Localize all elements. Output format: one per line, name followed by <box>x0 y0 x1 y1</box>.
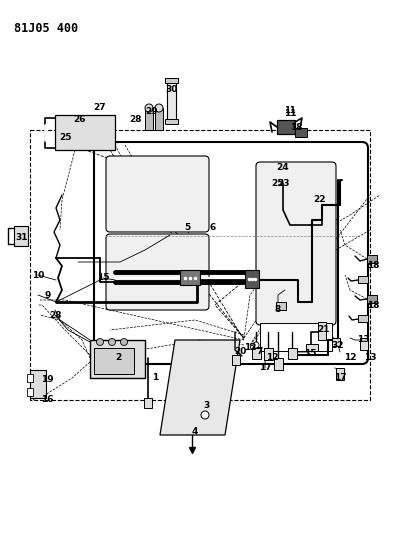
Text: 18: 18 <box>367 261 379 270</box>
Text: 16: 16 <box>41 395 53 405</box>
Bar <box>30 130 370 400</box>
Circle shape <box>109 338 116 345</box>
Text: 12: 12 <box>266 353 278 362</box>
Bar <box>358 315 368 322</box>
Text: 11: 11 <box>284 109 296 117</box>
Bar <box>94 348 134 374</box>
Bar <box>245 270 259 288</box>
Bar <box>55 115 115 150</box>
Text: 18: 18 <box>290 124 302 133</box>
Circle shape <box>120 338 128 345</box>
Text: 7: 7 <box>257 348 263 357</box>
Text: 31: 31 <box>16 232 28 241</box>
Text: 15: 15 <box>304 350 316 359</box>
Circle shape <box>155 104 163 112</box>
Text: 28: 28 <box>129 116 141 125</box>
Bar <box>144 398 152 408</box>
Bar <box>264 348 273 360</box>
Text: 21: 21 <box>317 326 329 335</box>
Text: 8: 8 <box>275 305 281 314</box>
Bar <box>145 108 153 130</box>
Text: 23: 23 <box>277 179 289 188</box>
Bar <box>180 270 200 285</box>
Text: 5: 5 <box>184 223 190 232</box>
Bar <box>165 78 178 83</box>
Bar <box>30 370 46 398</box>
Bar <box>232 355 240 365</box>
Text: 19: 19 <box>41 376 53 384</box>
Text: 12: 12 <box>344 353 356 362</box>
Text: 6: 6 <box>210 223 216 232</box>
Bar <box>295 128 307 137</box>
Circle shape <box>145 104 153 112</box>
FancyBboxPatch shape <box>256 162 336 325</box>
Text: 28: 28 <box>49 311 61 319</box>
Bar <box>306 344 318 351</box>
Circle shape <box>253 342 259 348</box>
Text: 26: 26 <box>74 116 86 125</box>
Bar <box>155 108 163 130</box>
Bar <box>27 388 33 396</box>
FancyBboxPatch shape <box>106 156 209 232</box>
Bar <box>14 226 28 246</box>
Bar <box>252 348 261 359</box>
Text: 18: 18 <box>367 301 379 310</box>
Text: 32: 32 <box>332 341 344 350</box>
Text: 25: 25 <box>59 133 71 142</box>
Text: 20: 20 <box>234 348 246 357</box>
Bar <box>90 340 145 378</box>
Bar <box>367 295 377 303</box>
Text: 81J05 400: 81J05 400 <box>14 22 78 35</box>
Text: 12: 12 <box>244 343 256 352</box>
Circle shape <box>97 338 103 345</box>
Text: 1: 1 <box>152 374 158 383</box>
FancyBboxPatch shape <box>106 234 209 310</box>
Bar <box>336 368 344 380</box>
Text: 10: 10 <box>32 271 44 279</box>
Text: 13: 13 <box>364 353 376 362</box>
Bar <box>360 338 368 350</box>
Text: 22: 22 <box>313 196 325 205</box>
Bar <box>358 276 368 283</box>
Bar <box>367 255 377 263</box>
Text: 11: 11 <box>284 106 296 115</box>
FancyBboxPatch shape <box>94 142 368 364</box>
Bar <box>288 348 297 359</box>
Bar <box>276 302 286 310</box>
Text: 13: 13 <box>357 335 369 344</box>
Text: 2: 2 <box>115 353 121 362</box>
Bar <box>167 80 176 120</box>
Text: 9: 9 <box>45 290 51 300</box>
Polygon shape <box>160 340 240 435</box>
Bar <box>27 374 33 382</box>
Text: 27: 27 <box>94 102 106 111</box>
Text: 24: 24 <box>277 164 289 173</box>
Text: 30: 30 <box>166 85 178 94</box>
Text: 3: 3 <box>204 400 210 409</box>
Bar <box>274 358 283 370</box>
Text: 29: 29 <box>146 108 158 117</box>
Bar <box>165 119 178 124</box>
Bar <box>318 322 326 340</box>
Bar <box>260 323 332 351</box>
Text: 17: 17 <box>334 374 346 383</box>
Bar <box>332 338 340 346</box>
Bar <box>277 120 295 134</box>
Text: 25: 25 <box>272 179 284 188</box>
Text: 17: 17 <box>259 364 271 373</box>
Text: 4: 4 <box>192 427 198 437</box>
Text: 15: 15 <box>97 273 109 282</box>
Circle shape <box>201 411 209 419</box>
